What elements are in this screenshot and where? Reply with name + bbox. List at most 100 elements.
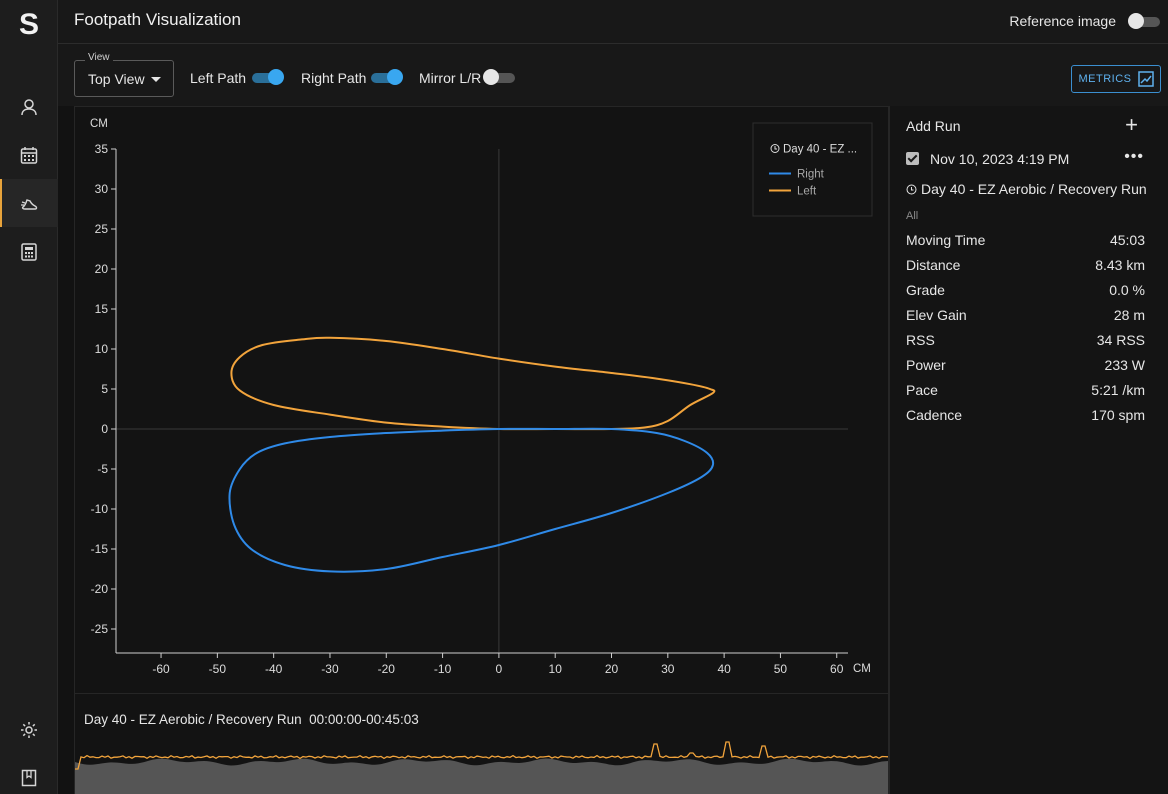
add-run-button[interactable]: + [1125,112,1138,137]
calculator-icon [21,243,37,261]
right-path-toggle[interactable] [371,69,403,85]
metric-row: Elev Gain 28 m [906,307,1145,327]
running-shoe-icon [21,199,38,210]
reference-image-toggle[interactable] [1128,13,1160,29]
metric-label: Cadence [906,407,963,423]
nav-user[interactable] [0,83,58,131]
timeline-run-name: Day 40 - EZ Aerobic / Recovery Run [84,712,302,727]
gear-icon [21,722,37,738]
metric-label: RSS [906,332,935,348]
nav-settings[interactable] [0,706,58,754]
run-name-text: Day 40 - EZ Aerobic / Recovery Run [921,181,1147,197]
timeline-range: 00:00:00-00:45:03 [309,712,419,727]
page-title: Footpath Visualization [74,10,241,29]
x-tick-label: -40 [265,662,283,676]
x-tick-label: 0 [496,662,503,676]
nav-docs[interactable] [0,754,58,794]
y-tick-label: 35 [95,142,109,156]
y-tick-label: 0 [101,422,108,436]
timeline-title: Day 40 - EZ Aerobic / Recovery Run 00:00… [84,712,419,727]
legend-label-left: Left [797,186,817,198]
calendar-icon [20,147,38,164]
timeline-panel: Day 40 - EZ Aerobic / Recovery Run 00:00… [74,694,889,794]
metrics-button[interactable]: METRICS [1071,65,1161,93]
legend-label-right: Right [797,169,825,181]
nav-calculator[interactable] [0,228,58,276]
x-tick-label: -60 [152,662,170,676]
x-tick-label: 30 [661,662,675,676]
mirror-toggle[interactable] [483,69,515,85]
y-tick-label: 25 [95,222,109,236]
y-tick-label: -25 [91,622,109,636]
clock-icon [770,144,780,153]
nav-footpath[interactable] [0,179,58,227]
y-tick-label: 10 [95,342,109,356]
more-options-button[interactable]: ••• [1124,148,1144,165]
metric-row: Moving Time 45:03 [906,232,1145,252]
run-panel: Add Run + Nov 10, 2023 4:19 PM ••• Day 4… [889,106,1168,794]
metric-row: Grade 0.0 % [906,282,1145,302]
chart-legend: Day 40 - EZ ... Right Left [752,122,873,217]
add-run-label: Add Run [906,118,961,134]
metric-label: Grade [906,282,945,298]
x-tick-label: 50 [774,662,788,676]
y-tick-label: 20 [95,262,109,276]
footpath-plot-panel: 35 30 25 20 15 10 5 0 -5 -10 -15 -20 -25 -60 -50 -40 -30… [74,106,889,694]
metric-value: 34 RSS [1096,332,1145,348]
view-select-value: Top View [88,71,145,87]
mirror-label: Mirror L/R [419,70,482,86]
x-tick-label: -50 [209,662,227,676]
metric-value: 45:03 [1109,232,1145,248]
x-tick-label: 60 [830,662,844,676]
run-checkbox[interactable] [906,152,919,165]
metric-row: Distance 8.43 km [906,257,1145,277]
x-tick-label: -20 [378,662,396,676]
y-tick-label: 5 [101,382,108,396]
top-bar: Footpath Visualization Reference image [58,0,1168,44]
timeline-line [75,741,888,770]
clock-icon [906,184,917,194]
chart-icon [1137,71,1154,87]
x-unit-label: CM [853,663,871,675]
metric-row: Cadence 170 spm [906,407,1145,427]
y-tick-label: -15 [91,542,109,556]
metric-value: 28 m [1113,307,1145,323]
y-tick-label: 15 [95,302,109,316]
y-tick-label: -5 [97,462,108,476]
metrics-button-label: METRICS [1078,73,1132,85]
metric-value: 0.0 % [1109,282,1145,298]
sidebar: S [0,0,58,794]
footpath-right-line [228,427,715,573]
metric-value: 5:21 /km [1091,382,1145,398]
book-icon [21,769,37,787]
y-unit-label: CM [90,118,108,130]
metric-value: 8.43 km [1095,257,1145,273]
x-tick-label: 40 [717,662,731,676]
y-tick-label: -20 [91,582,109,596]
metric-row: RSS 34 RSS [906,332,1145,352]
footpath-left-line [230,336,716,431]
app-logo[interactable]: S [18,8,39,41]
metric-value: 170 spm [1091,407,1145,423]
metric-row: Power 233 W [906,357,1145,377]
metric-value: 233 W [1104,357,1145,373]
user-icon [21,99,37,116]
x-tick-label: -30 [321,662,339,676]
nav-calendar[interactable] [0,131,58,179]
left-path-label: Left Path [190,70,247,86]
x-tick-label: -10 [434,662,452,676]
run-date: Nov 10, 2023 4:19 PM [930,151,1070,167]
right-path-label: Right Path [301,70,367,86]
chevron-down-icon [151,77,161,82]
left-path-toggle[interactable] [252,69,284,85]
timeline-chart[interactable] [75,694,888,794]
x-tick-label: 20 [605,662,619,676]
metric-row: Pace 5:21 /km [906,382,1145,402]
view-select[interactable]: View Top View [74,52,174,97]
metric-label: Power [906,357,946,373]
metric-label: Moving Time [906,232,986,248]
x-tick-label: 10 [549,662,563,676]
run-name: Day 40 - EZ Aerobic / Recovery Run [906,181,1147,197]
y-tick-label: 30 [95,182,109,196]
